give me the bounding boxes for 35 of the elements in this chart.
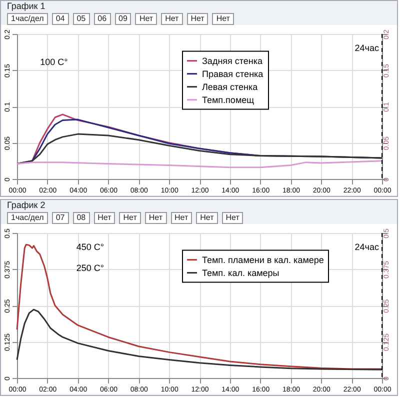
text: 1час/дел	[7, 212, 48, 224]
text: Нет	[144, 212, 166, 224]
ref-line-label: 24час	[354, 43, 380, 53]
annotation: 250 C°	[76, 263, 104, 273]
text: 04	[52, 13, 69, 25]
text: Нет	[119, 212, 141, 224]
line-series	[16, 133, 383, 165]
text: 05	[72, 13, 90, 25]
text: Нет	[170, 212, 192, 224]
legend-label: Темп. пламени в кал. камере	[202, 254, 324, 265]
legend-label: Темп.помещ	[202, 94, 255, 105]
text: 07	[52, 212, 69, 224]
legend-label: Темп. кал. камеры	[202, 268, 280, 278]
text: 09	[114, 13, 132, 25]
legend-label: Левая стенка	[202, 82, 258, 92]
line-series	[16, 244, 383, 370]
text: Нет	[196, 212, 218, 224]
legend-label: Правая стенка	[202, 68, 264, 79]
chart-title: График 2	[6, 200, 46, 212]
legend-label: Задняя стенка	[202, 56, 263, 66]
text: 1час/дел	[7, 13, 48, 25]
line-series	[16, 308, 383, 370]
ref-line-label: 24час	[354, 242, 380, 252]
chart-title: График 1	[6, 1, 46, 13]
text: Нет	[186, 13, 208, 25]
text: 08	[72, 212, 90, 224]
text: Нет	[135, 13, 158, 25]
text: Нет	[222, 212, 244, 224]
line-series	[16, 160, 383, 168]
annotation: 100 C°	[40, 57, 68, 67]
text: 06	[94, 13, 111, 25]
text: Нет	[212, 13, 234, 25]
text: Нет	[94, 212, 116, 224]
annotation: 450 C°	[76, 242, 104, 252]
text: Нет	[161, 13, 183, 25]
